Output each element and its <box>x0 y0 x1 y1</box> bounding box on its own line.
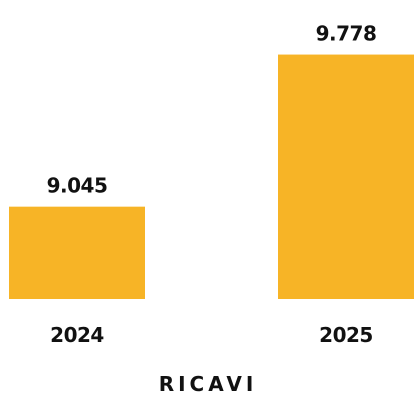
x-axis-title: RICAVI <box>159 372 258 396</box>
bar-2024 <box>9 206 145 299</box>
value-label-2024: 9.045 <box>47 174 108 198</box>
value-labels-group: 9.045 9.778 <box>47 22 377 198</box>
category-labels-group: 2024 2025 <box>50 323 373 347</box>
value-label-2025: 9.778 <box>316 22 377 46</box>
category-label-2025: 2025 <box>319 323 373 347</box>
category-label-2024: 2024 <box>50 323 104 347</box>
bar-2025 <box>278 54 414 299</box>
bars-group <box>9 54 414 299</box>
